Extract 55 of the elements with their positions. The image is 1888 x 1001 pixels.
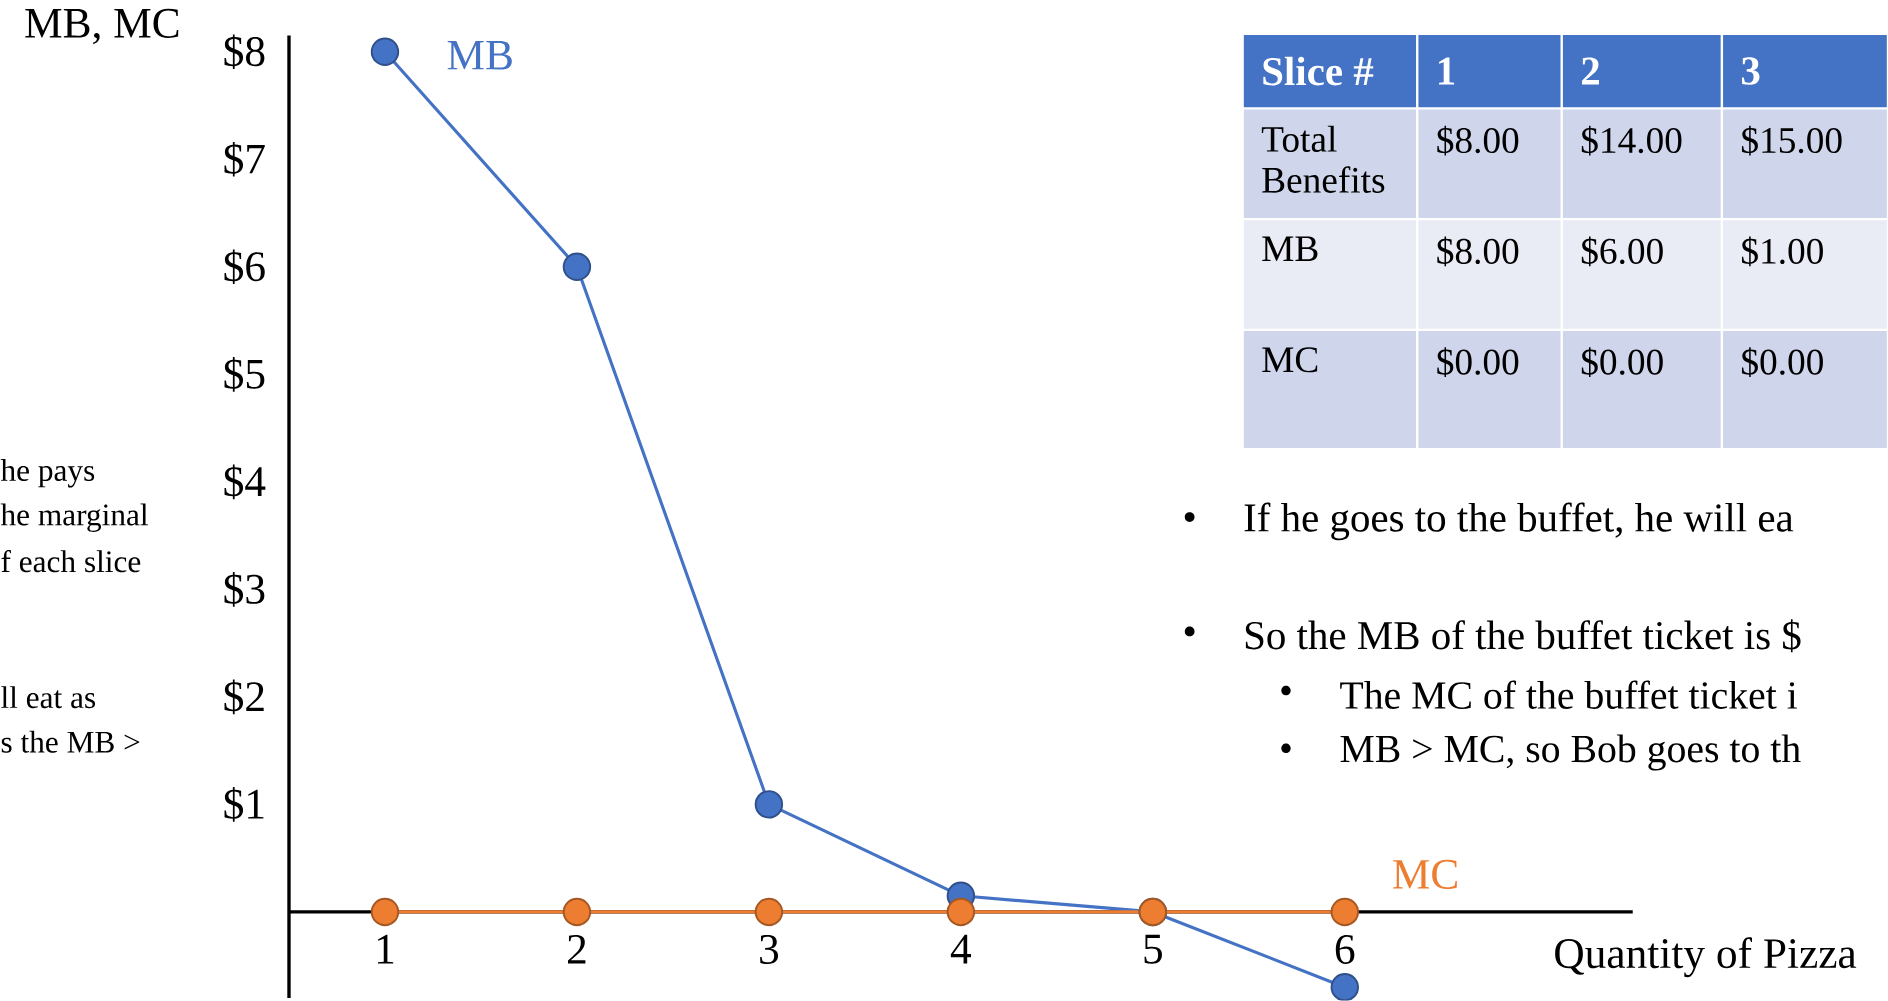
point xyxy=(754,790,784,819)
y-tick-label: $2 xyxy=(224,679,264,715)
text: $1.00 xyxy=(1741,236,1823,267)
point xyxy=(370,897,400,927)
x-tick-label: 5 xyxy=(1144,935,1162,964)
x-tick-label: 6 xyxy=(1335,935,1355,965)
y-tick-label: $3 xyxy=(224,572,265,607)
text: ll eat as xyxy=(1,686,96,709)
annotation: Slice # xyxy=(1263,56,1374,86)
x-tick-label: 4 xyxy=(950,935,972,964)
annotation: $8.00 xyxy=(1437,236,1519,267)
text: he marginal xyxy=(0,503,148,533)
point xyxy=(370,37,400,67)
annotation: • xyxy=(1281,743,1291,754)
y-tick-label: $5 xyxy=(224,357,265,392)
annotation: The MC of the buffet ticket i xyxy=(1340,680,1797,710)
annotation: $6.00 xyxy=(1581,236,1663,267)
y-tick-label: $4 xyxy=(224,464,266,500)
x-tick-label: 3 xyxy=(760,935,779,965)
annotation: • xyxy=(1184,512,1195,523)
text: f each slice xyxy=(1,550,141,573)
annotation: $8.00 xyxy=(1437,125,1519,156)
text: s the MB > xyxy=(1,730,140,753)
text: $0.00 xyxy=(1741,347,1823,378)
point xyxy=(754,897,784,927)
annotation: 2 xyxy=(1581,57,1599,85)
x-tick-label: 1 xyxy=(377,935,394,964)
annotation: So the MB of the buffet ticket is $ xyxy=(1245,619,1801,653)
point xyxy=(562,897,592,927)
text: 3 xyxy=(1741,57,1760,85)
text: he pays xyxy=(0,459,95,488)
point xyxy=(1330,897,1360,927)
annotation: • xyxy=(1281,686,1291,696)
y-tick-label: $8 xyxy=(224,34,265,70)
y-tick-label: $7 xyxy=(224,142,265,177)
annotation: 1 xyxy=(1439,57,1455,85)
legend-label: MB xyxy=(447,41,512,70)
point xyxy=(946,897,976,927)
annotation: Total Benefits xyxy=(1261,125,1385,194)
annotation: MB > MC, so Bob goes to th xyxy=(1340,734,1801,771)
annotation: $0.00 xyxy=(1581,347,1663,378)
y-tick-label: $6 xyxy=(224,249,265,285)
annotation: MB xyxy=(1262,236,1318,262)
x-tick-label: 2 xyxy=(567,935,586,964)
annotation: • xyxy=(1184,626,1195,637)
text: $15.00 xyxy=(1741,125,1842,156)
y-tick-label: $1 xyxy=(224,787,264,822)
y-axis-title: MB, MC xyxy=(25,9,179,45)
point xyxy=(562,252,592,282)
annotation: $0.00 xyxy=(1437,347,1519,378)
annotation: MC xyxy=(1262,347,1318,373)
annotation: $14.00 xyxy=(1581,125,1682,156)
x-axis-title: Quantity of Pizza xyxy=(1555,937,1857,978)
series-label: MC xyxy=(1393,860,1457,890)
annotation: If he goes to the buffet, he will ea xyxy=(1244,502,1794,541)
